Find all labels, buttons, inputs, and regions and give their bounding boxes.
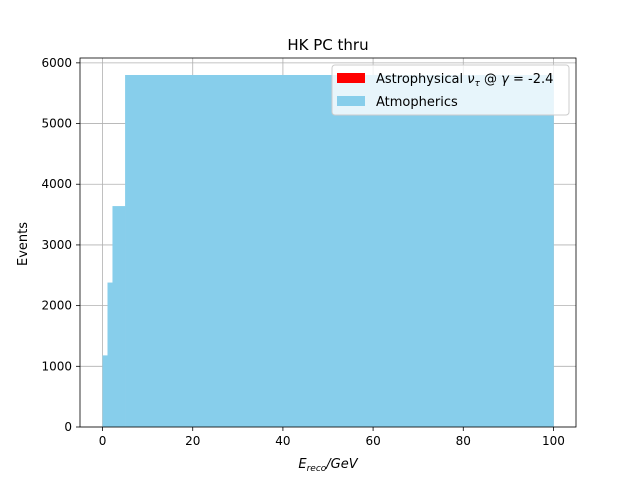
legend-swatch-atmo	[337, 96, 365, 106]
x-axis-label-subscript: reco	[307, 464, 327, 474]
legend-label-part: τ	[474, 79, 480, 89]
histogram-bar	[125, 74, 554, 428]
x-axis-label-unit: /GeV	[325, 457, 358, 472]
legend: Astrophysical ντ @ γ = -2.4 Atmopherics	[331, 64, 570, 116]
legend-swatch-astro	[337, 73, 365, 83]
x-tick-label: 0	[99, 434, 107, 448]
y-tick-label: 2000	[41, 299, 72, 313]
y-tick-label: 3000	[41, 238, 72, 252]
y-axis-label: Events	[16, 222, 31, 266]
legend-label-part: = -2.4	[509, 72, 554, 87]
y-tick-label: 6000	[41, 56, 72, 70]
legend-box	[331, 64, 570, 116]
x-tick-label: 60	[365, 434, 380, 448]
legend-label-part: γ	[501, 72, 510, 87]
histogram-bars	[102, 74, 554, 428]
axes-box	[79, 57, 577, 428]
x-axis-label-base: E	[298, 457, 307, 472]
histogram-bar	[102, 355, 108, 427]
x-axis-label: Ereco/GeV	[298, 457, 358, 474]
legend-label-part: Atmopherics	[376, 95, 458, 110]
histogram-bar	[112, 206, 126, 427]
legend-label-part: Astrophysical	[376, 72, 467, 87]
x-tick-label: 100	[542, 434, 565, 448]
legend-label-part: ν	[467, 72, 474, 87]
y-tick-label: 4000	[41, 177, 72, 191]
legend-label-atmo: Atmopherics	[376, 95, 458, 110]
legend-label-astro: Astrophysical ντ @ γ = -2.4	[376, 72, 553, 89]
x-tick-label: 20	[185, 434, 200, 448]
x-tick-label: 80	[456, 434, 471, 448]
y-tick-label: 1000	[41, 359, 72, 373]
plot-frame	[79, 57, 577, 428]
x-tick-label: 40	[275, 434, 290, 448]
y-tick-label: 0	[64, 420, 72, 434]
y-tick-label: 5000	[41, 117, 72, 131]
histogram-bar	[107, 282, 113, 427]
legend-label-part: @	[480, 72, 501, 87]
chart-title: HK PC thru	[287, 36, 368, 54]
